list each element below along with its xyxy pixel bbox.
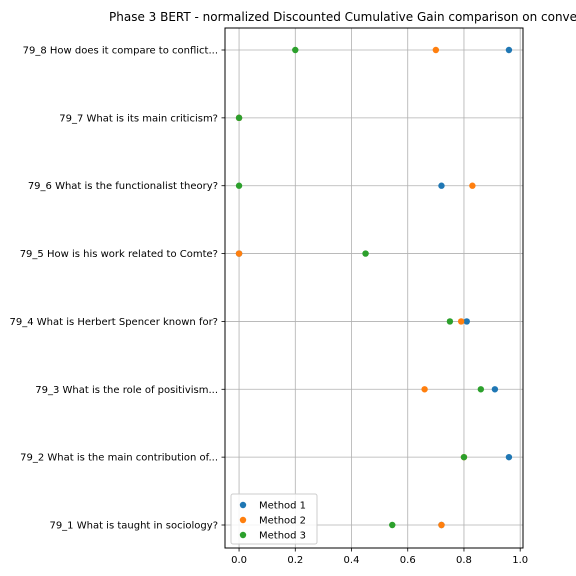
- data-points: [235, 46, 513, 529]
- y-tick-label: 79_6 What is the functionalist theory?: [28, 181, 218, 192]
- x-axis: 0.0 0.2 0.4 0.6 0.8 1.0: [231, 548, 528, 566]
- data-point: [362, 250, 369, 257]
- data-point: [235, 114, 243, 122]
- legend-marker: [239, 501, 247, 509]
- data-point: [438, 182, 445, 189]
- x-tick-label: 0.2: [287, 555, 303, 566]
- data-point: [292, 46, 299, 54]
- chart-title: Phase 3 BERT - normalized Discounted Cum…: [109, 10, 576, 24]
- data-point: [235, 250, 243, 257]
- x-tick-label: 1.0: [512, 555, 528, 566]
- y-tick-label: 79_2 What is the main contribution of...: [20, 453, 218, 464]
- data-point: [469, 182, 476, 189]
- grid-lines: [225, 28, 523, 548]
- y-tick-label: 79_5 How is his work related to Comte?: [20, 249, 218, 260]
- y-tick-label: 79_8 How does it compare to conflict...: [23, 46, 218, 57]
- data-point: [463, 318, 470, 325]
- y-tick-label: 79_4 What is Herbert Spencer known for?: [9, 317, 218, 328]
- data-point: [505, 453, 513, 461]
- y-tick-label: 79_3 What is the role of positivism...: [35, 385, 218, 396]
- legend: Method 1 Method 2 Method 3: [230, 493, 318, 545]
- x-tick-label: 0.6: [400, 555, 416, 566]
- data-point: [438, 521, 445, 529]
- x-tick-label: 0.4: [344, 555, 360, 566]
- data-point: [477, 386, 485, 393]
- x-tick-label: 0.8: [456, 555, 472, 566]
- legend-marker: [239, 516, 247, 524]
- data-point: [460, 453, 468, 461]
- data-point: [505, 46, 513, 54]
- legend-box: [230, 493, 318, 545]
- y-tick-label: 79_1 What is taught in sociology?: [49, 521, 218, 532]
- data-point: [457, 318, 465, 325]
- x-tick-label: 0.0: [231, 555, 247, 566]
- legend-label: Method 1: [259, 501, 306, 512]
- legend-marker: [239, 531, 247, 539]
- legend-label: Method 3: [259, 531, 306, 542]
- data-point: [491, 386, 499, 393]
- data-point: [446, 318, 454, 325]
- data-point: [235, 182, 243, 189]
- data-point: [421, 386, 428, 393]
- data-point: [389, 521, 396, 529]
- legend-label: Method 2: [259, 516, 306, 527]
- data-point: [432, 46, 440, 54]
- y-tick-label: 79_7 What is its main criticism?: [59, 113, 218, 124]
- plot-area: [224, 27, 524, 549]
- y-axis: 79_1 What is taught in sociology? 79_2 Wh…: [9, 46, 225, 532]
